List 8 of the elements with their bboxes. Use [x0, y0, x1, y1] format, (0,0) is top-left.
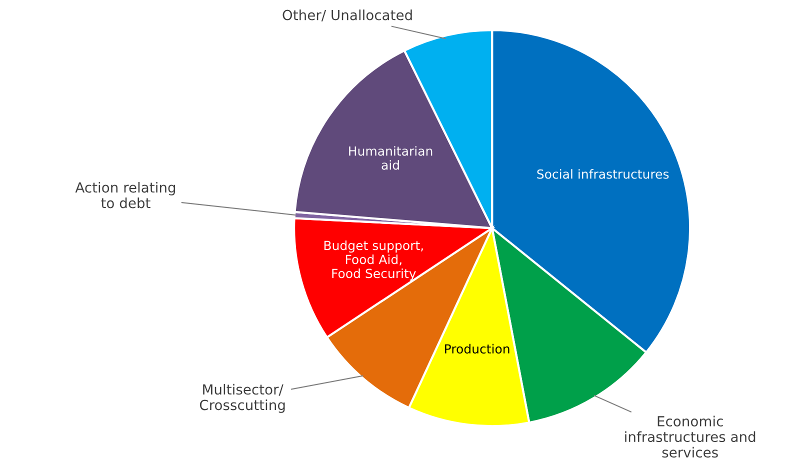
slice-label: Social infrastructures	[537, 169, 669, 179]
slice-label: Other/ Unallocated	[282, 10, 412, 22]
slice-label: Multisector/ Crosscutting	[200, 384, 285, 413]
slice-label: Economic infrastructures and services	[625, 416, 756, 458]
slice-label: Budget support, Food Aid, Food Security	[324, 240, 423, 281]
slice-label: Production	[445, 344, 510, 354]
slice-label: Humanitarian aid	[349, 146, 432, 170]
slice-label: Action relating to debt	[75, 182, 176, 208]
